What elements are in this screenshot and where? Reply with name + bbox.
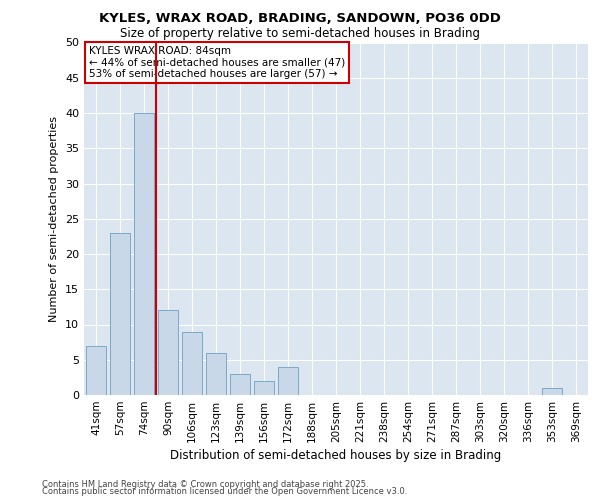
Bar	[158, 310, 178, 395]
Bar	[110, 233, 130, 395]
Text: Size of property relative to semi-detached houses in Brading: Size of property relative to semi-detach…	[120, 28, 480, 40]
Bar	[134, 113, 154, 395]
Text: KYLES, WRAX ROAD, BRADING, SANDOWN, PO36 0DD: KYLES, WRAX ROAD, BRADING, SANDOWN, PO36…	[99, 12, 501, 26]
Bar	[206, 352, 226, 395]
Text: KYLES WRAX ROAD: 84sqm
← 44% of semi-detached houses are smaller (47)
53% of sem: KYLES WRAX ROAD: 84sqm ← 44% of semi-det…	[89, 46, 345, 79]
X-axis label: Distribution of semi-detached houses by size in Brading: Distribution of semi-detached houses by …	[170, 449, 502, 462]
Bar	[278, 367, 298, 395]
Bar	[254, 381, 274, 395]
Text: Contains HM Land Registry data © Crown copyright and database right 2025.: Contains HM Land Registry data © Crown c…	[42, 480, 368, 489]
Bar	[182, 332, 202, 395]
Bar	[230, 374, 250, 395]
Text: Contains public sector information licensed under the Open Government Licence v3: Contains public sector information licen…	[42, 488, 407, 496]
Bar	[542, 388, 562, 395]
Y-axis label: Number of semi-detached properties: Number of semi-detached properties	[49, 116, 59, 322]
Bar	[86, 346, 106, 395]
